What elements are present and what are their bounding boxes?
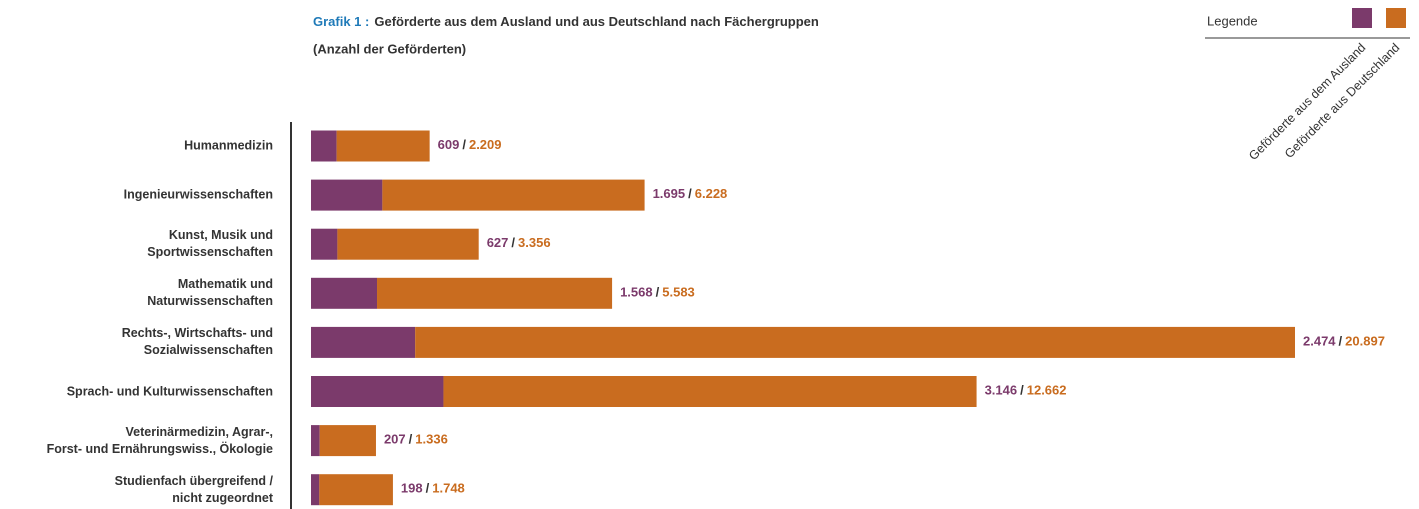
bar-segment: [382, 179, 645, 211]
bar-segment: [337, 228, 479, 260]
bar-segment: [311, 179, 383, 211]
value-label-part: 2.209: [469, 137, 502, 152]
value-label-part: 3.146: [985, 383, 1018, 398]
value-label-part: 12.662: [1027, 383, 1067, 398]
bar-segment: [311, 474, 320, 506]
value-label-part: 1.568: [620, 285, 653, 300]
category-label: Studienfach übergreifend / nicht zugeord…: [114, 473, 273, 505]
bar-segment: [311, 376, 444, 407]
value-label-part: 20.897: [1345, 334, 1385, 349]
value-label-part: 1.748: [432, 481, 465, 496]
value-separator: /: [511, 236, 515, 251]
value-label-part: 3.356: [518, 236, 551, 251]
bar-segment: [311, 277, 378, 309]
bar-segment: [311, 228, 338, 260]
category-label: Mathematik und Naturwissenschaften: [147, 277, 273, 309]
value-label-part: 5.583: [662, 285, 695, 300]
value-label-part: 609: [438, 137, 460, 152]
value-separator: /: [656, 285, 660, 300]
legend-swatch: [1386, 8, 1406, 28]
bar-segment: [319, 474, 393, 506]
value-label: 627/3.356: [487, 236, 551, 251]
category-label: Kunst, Musik und Sportwissenschaften: [147, 228, 273, 260]
value-label: 207/1.336: [384, 432, 448, 447]
subtitle: (Anzahl der Geförderten): [313, 41, 466, 56]
legend-title: Legende: [1207, 13, 1258, 28]
title-text: Geförderte aus dem Ausland und aus Deuts…: [374, 14, 819, 29]
value-separator: /: [688, 187, 692, 202]
value-label-part: 1.336: [415, 432, 448, 447]
bar-segment: [336, 130, 430, 162]
value-separator: /: [462, 137, 466, 152]
chart-title: Grafik 1 : Geförderte aus dem Ausland und…: [313, 14, 819, 29]
value-label-part: 207: [384, 432, 406, 447]
category-label: Rechts-, Wirtschafts- und Sozialwissensc…: [121, 326, 273, 358]
bar-segment: [377, 277, 613, 309]
value-separator: /: [1339, 334, 1343, 349]
value-label-part: 198: [401, 481, 423, 496]
category-label: Ingenieurwissenschaften: [123, 187, 273, 202]
value-label: 1.568/5.583: [620, 285, 695, 300]
bar-segment: [443, 376, 977, 407]
bar-segment: [415, 326, 1296, 358]
value-separator: /: [426, 481, 430, 496]
value-label: 3.146/12.662: [985, 383, 1067, 398]
value-label: 198/1.748: [401, 481, 465, 496]
value-separator: /: [409, 432, 413, 447]
category-label: Sprach- und Kulturwissenschaften: [66, 384, 273, 398]
category-label: Humanmedizin: [184, 138, 273, 153]
value-label-part: 2.474: [1303, 334, 1336, 349]
bar-segment: [311, 130, 337, 162]
value-label-part: 627: [487, 236, 509, 251]
title-prefix: Grafik 1 :: [313, 14, 369, 29]
bar-segment: [311, 425, 320, 457]
bar-segment: [319, 425, 376, 457]
value-label: 2.474/20.897: [1303, 334, 1385, 349]
value-label: 1.695/6.228: [653, 187, 728, 202]
legend-swatch: [1352, 8, 1372, 28]
value-label-part: 1.695: [653, 187, 686, 202]
value-label-part: 6.228: [695, 187, 728, 202]
value-separator: /: [1020, 383, 1024, 398]
bar-segment: [311, 326, 416, 358]
value-label: 609/2.209: [438, 137, 502, 152]
category-label: Veterinärmedizin, Agrar-, Forst- und Ern…: [46, 424, 273, 456]
